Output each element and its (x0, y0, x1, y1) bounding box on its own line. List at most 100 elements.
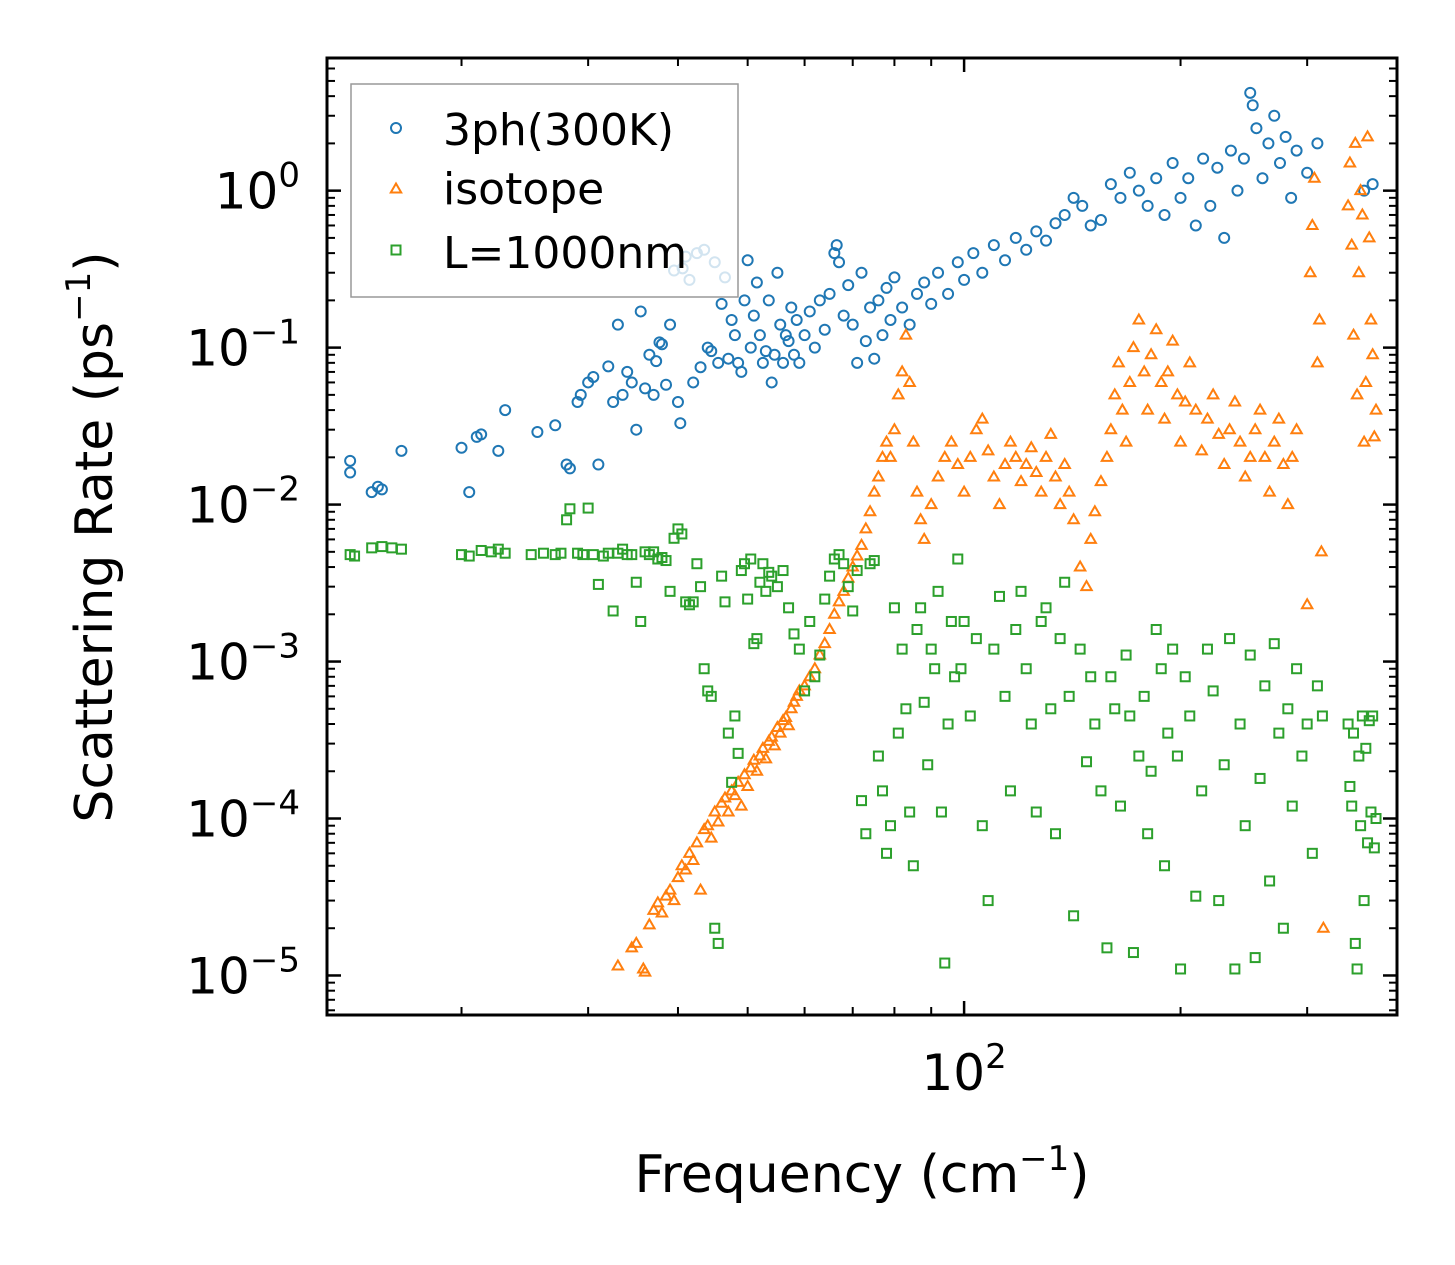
data-point (712, 937, 724, 949)
data-point (771, 266, 784, 279)
data-point (860, 828, 872, 840)
data-point (395, 543, 407, 555)
data-point (1355, 820, 1367, 832)
data-point (957, 484, 972, 497)
data-point (949, 671, 961, 683)
data-point (1291, 663, 1303, 675)
data-point (1213, 895, 1225, 907)
data-point (686, 853, 701, 866)
data-point (667, 893, 681, 906)
data-point (1089, 718, 1101, 730)
data-point (735, 365, 748, 378)
data-point (1344, 237, 1359, 250)
data-point (833, 256, 846, 269)
data-point (1034, 484, 1049, 497)
data-point (705, 345, 718, 358)
data-point (1268, 638, 1280, 650)
data-point (828, 247, 841, 260)
data-point (896, 301, 909, 314)
data-point (1111, 355, 1126, 368)
data-point (1159, 860, 1171, 872)
data-point (582, 502, 594, 514)
data-point (1127, 947, 1139, 959)
data-point (1351, 963, 1363, 975)
data-point (549, 419, 562, 432)
data-point (871, 469, 886, 482)
data-point (1301, 166, 1314, 179)
data-point (1264, 875, 1276, 887)
data-point (638, 964, 653, 977)
data-point (935, 806, 947, 818)
data-point (1066, 512, 1081, 525)
data-point (663, 882, 677, 895)
data-point (650, 895, 665, 908)
data-point (1253, 402, 1268, 415)
data-point (607, 605, 619, 617)
data-point (689, 835, 704, 848)
data-point (1231, 184, 1244, 197)
data-point (674, 417, 687, 430)
data-point (854, 537, 869, 550)
data-point (755, 740, 770, 753)
data-point (951, 256, 964, 269)
data-point (798, 329, 811, 342)
data-point (1165, 333, 1180, 346)
data-point (349, 550, 361, 562)
data-point (1142, 828, 1154, 840)
x-tick-labels: 102 (921, 1037, 1006, 1102)
data-point (740, 778, 755, 791)
data-point (884, 820, 896, 832)
data-point (1029, 465, 1044, 478)
data-point (906, 434, 921, 447)
data-point (671, 396, 684, 409)
data-point (1039, 449, 1053, 462)
data-point (808, 341, 821, 354)
data-point (1367, 710, 1379, 722)
data-point (975, 411, 990, 424)
data-point (571, 396, 584, 409)
data-point (660, 555, 672, 567)
data-point (895, 364, 910, 377)
data-point (1040, 234, 1053, 247)
data-point (880, 281, 893, 294)
data-point (964, 710, 976, 722)
data-point (793, 356, 806, 369)
data-point (1206, 387, 1221, 400)
data-point (999, 690, 1011, 702)
data-point (1366, 178, 1379, 191)
data-point (1131, 312, 1146, 325)
data-point (1358, 184, 1371, 197)
data-point (1358, 374, 1373, 387)
data-point (531, 425, 544, 438)
data-point (931, 469, 945, 482)
y-tick-label: 10−5 (186, 940, 300, 1005)
data-point (1370, 813, 1382, 825)
data-point (1224, 633, 1236, 645)
data-point (1178, 394, 1193, 407)
data-point (1341, 198, 1356, 211)
data-point (1103, 422, 1118, 435)
data-point (1179, 671, 1191, 683)
data-point (827, 606, 842, 619)
data-point (1094, 214, 1107, 227)
data-point (616, 388, 629, 401)
data-point (1250, 122, 1263, 135)
data-point (592, 458, 605, 471)
data-point (1310, 355, 1325, 368)
data-point (629, 935, 644, 948)
data-point (1120, 649, 1132, 661)
data-point (1344, 780, 1356, 792)
data-point (1104, 178, 1117, 191)
data-point (1189, 219, 1202, 232)
data-point (700, 818, 715, 831)
data-point (855, 266, 868, 279)
data-point (1256, 172, 1269, 185)
data-point (888, 602, 900, 614)
data-point (1273, 157, 1286, 170)
data-point (1171, 750, 1183, 762)
data-point (1107, 387, 1122, 400)
data-point (711, 814, 726, 827)
data-point (1115, 402, 1130, 415)
data-point (455, 441, 468, 454)
